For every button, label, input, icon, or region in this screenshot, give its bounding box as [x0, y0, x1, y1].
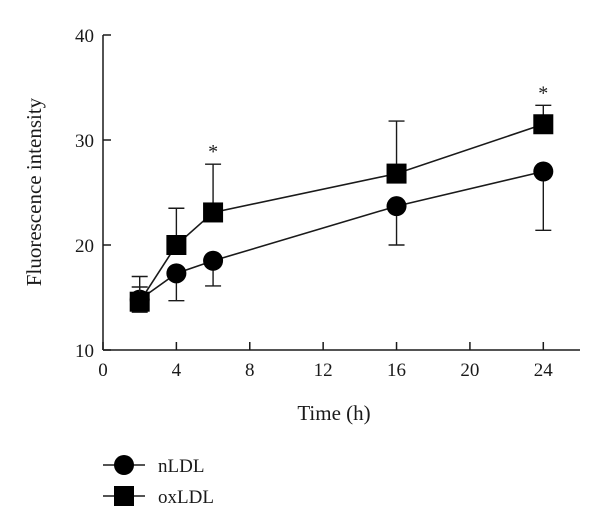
legend: nLDL oxLDL [103, 455, 214, 508]
x-tick-label: 16 [387, 360, 406, 381]
x-tick-label: 20 [460, 360, 479, 381]
series-oxLDL [129, 104, 554, 312]
axes [102, 35, 580, 351]
data-point-nLDL [203, 250, 224, 271]
data-point-oxLDL [129, 291, 150, 312]
significance-marker: * [208, 141, 218, 163]
x-tick-label: 0 [98, 360, 108, 381]
x-axis-label: Time (h) [297, 401, 370, 425]
data-point-nLDL [533, 161, 554, 182]
series-layer [129, 104, 554, 313]
data-point-oxLDL [386, 163, 407, 184]
y-axis-label: Fluorescence intensity [22, 97, 46, 286]
legend-item-oxLDL: oxLDL [103, 486, 214, 508]
data-point-nLDL [386, 196, 407, 217]
series-line-nLDL [139, 170, 544, 301]
legend-label: nLDL [158, 456, 204, 477]
y-tick-label: 10 [75, 341, 94, 362]
x-tick-label: 12 [314, 360, 333, 381]
x-tick-label: 8 [245, 360, 255, 381]
x-tick-label: 4 [172, 360, 182, 381]
series-line-oxLDL [139, 123, 544, 303]
legend-marker [114, 486, 134, 506]
data-point-oxLDL [203, 202, 224, 223]
y-tick-label: 40 [75, 26, 94, 47]
data-point-oxLDL [166, 235, 187, 255]
y-tick-label: 20 [75, 236, 94, 257]
legend-item-nLDL: nLDL [103, 455, 204, 477]
axis-ticks: 10 20 30 40 0 4 8 12 16 20 24 [75, 26, 553, 381]
significance-marker: * [538, 82, 548, 104]
legend-label: oxLDL [158, 487, 214, 508]
data-point-oxLDL [533, 114, 554, 135]
data-point-nLDL [166, 263, 187, 284]
annotations: ** [208, 82, 548, 163]
series-nLDL [129, 161, 554, 313]
legend-marker [114, 455, 134, 475]
x-tick-label: 24 [534, 360, 554, 381]
y-tick-label: 30 [75, 131, 94, 152]
